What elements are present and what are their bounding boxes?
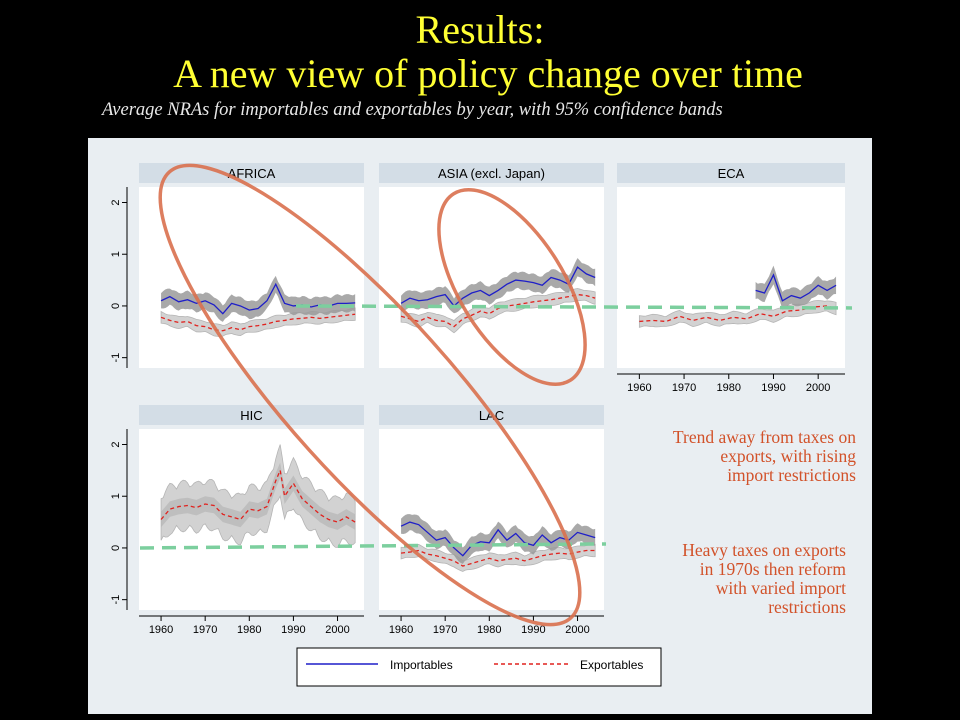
legend-box (296, 647, 662, 687)
panel-header-strip (379, 163, 604, 183)
plot-area (617, 187, 845, 368)
legend-importables-label: Importables (390, 658, 453, 672)
x-tick-label: 1980 (237, 624, 261, 636)
x-tick-label: 1990 (761, 382, 785, 394)
plot-area (139, 187, 364, 368)
importables-line (755, 273, 837, 302)
x-tick-label: 1980 (477, 624, 501, 636)
annotation-upper: Trend away from taxes on exports, with r… (672, 427, 856, 485)
panel-header-strip (617, 163, 845, 183)
x-tick-label: 1980 (717, 382, 741, 394)
y-tick-label: 2 (110, 441, 122, 447)
panel-title: ECA (718, 166, 745, 181)
x-tick-label: 1970 (672, 382, 696, 394)
exportables-confidence-band (160, 444, 356, 548)
y-tick-label: 2 (110, 199, 122, 205)
annotation-lower: Heavy taxes on exports in 1970s then ref… (682, 540, 846, 617)
importables-confidence-band (755, 265, 837, 310)
importables-confidence-band (401, 514, 596, 564)
x-tick-label: 1990 (521, 624, 545, 636)
highlight-ellipse-asia (437, 187, 587, 387)
y-tick-label: -1 (110, 353, 122, 363)
x-tick-label: 2000 (565, 624, 589, 636)
exportables-inner-band (161, 462, 356, 530)
panel-header-strip (139, 405, 364, 425)
importables-line (400, 521, 596, 557)
panel-africa: AFRICA -1 0 1 2 (110, 163, 364, 368)
legend-exportables-label: Exportables (580, 658, 643, 672)
panel-header-strip (139, 163, 364, 183)
importables-line (400, 266, 596, 307)
x-tick-label: 1960 (149, 624, 173, 636)
y-tick-label: -1 (110, 595, 122, 605)
exportables-line (400, 549, 596, 567)
legend: Importables Exportables (296, 647, 662, 687)
chart-subtitle: Average NRAs for importables and exporta… (102, 100, 723, 120)
y-tick-label: 0 (110, 545, 122, 551)
y-tick-label: 1 (110, 493, 122, 499)
slide-title-line1: Results: (415, 7, 545, 52)
x-tick-label: 2000 (325, 624, 349, 636)
panel-hic: HIC -1 0 1 2 1960 1970 1980 1990 2000 (110, 405, 364, 636)
y-tick-label: 0 (110, 303, 122, 309)
x-tick-label: 1970 (193, 624, 217, 636)
slide-title-line2: A new view of policy change over time (173, 51, 803, 96)
x-tick-label: 1960 (389, 624, 413, 636)
y-tick-label: 1 (110, 251, 122, 257)
zero-line-lower (139, 542, 607, 550)
x-tick-label: 2000 (806, 382, 830, 394)
importables-confidence-band (161, 275, 356, 322)
highlight-ellipse-diagonal (158, 163, 582, 627)
x-tick-label: 1960 (627, 382, 651, 394)
exportables-line (160, 313, 356, 332)
exportables-line (400, 293, 596, 328)
panel-eca: ECA 1960 1970 1980 1990 2000 (617, 163, 845, 394)
panel-title: HIC (240, 408, 262, 423)
exportables-line (160, 468, 356, 523)
panel-title: ASIA (excl. Japan) (438, 166, 545, 181)
panel-title: AFRICA (228, 166, 276, 181)
zero-line-upper (295, 304, 853, 310)
exportables-confidence-band (400, 543, 596, 572)
x-tick-label: 1970 (433, 624, 457, 636)
x-tick-label: 1990 (281, 624, 305, 636)
exportables-confidence-band (160, 307, 356, 337)
